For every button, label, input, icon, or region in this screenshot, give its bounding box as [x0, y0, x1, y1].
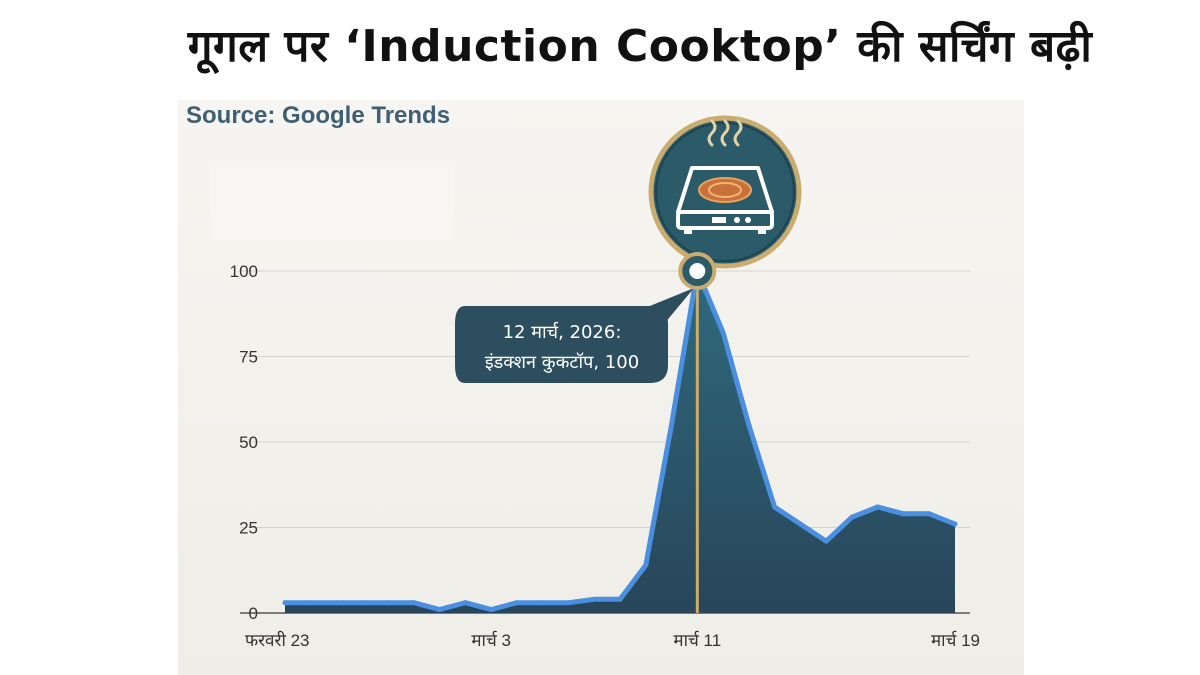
source-label: Source: Google Trends	[186, 102, 451, 129]
data-point	[462, 600, 468, 606]
x-tick-label: मार्च 11	[673, 630, 721, 650]
data-point	[617, 596, 623, 602]
data-point	[952, 521, 958, 527]
y-tick-label: 50	[239, 433, 258, 452]
data-point	[746, 422, 752, 428]
x-tick-label: मार्च 3	[471, 630, 511, 650]
data-point	[926, 511, 932, 517]
data-point	[720, 330, 726, 336]
blank-box	[210, 163, 454, 240]
x-tick-label: मार्च 19	[931, 630, 980, 650]
data-point	[437, 607, 443, 613]
data-point	[514, 600, 520, 606]
x-axis-labels: फरवरी 23 मार्च 3 मार्च 11 मार्च 19	[245, 630, 980, 650]
headline: गूगल पर ‘Induction Cooktop’ की सर्चिंग ब…	[187, 21, 1093, 72]
data-point	[565, 600, 571, 606]
data-point	[849, 514, 855, 520]
callout-tail	[640, 288, 694, 324]
callout-line-1: 12 मार्च, 2026:	[503, 321, 622, 343]
data-point	[488, 607, 494, 613]
y-tick-label: 25	[239, 519, 258, 538]
callout-bubble	[455, 306, 668, 383]
y-axis-labels: 0 25 50 75 100	[230, 262, 258, 623]
data-point	[411, 600, 417, 606]
callout-line-2: इंडक्शन कुकटॉप, 100	[485, 352, 639, 373]
data-point	[282, 600, 288, 606]
data-point	[540, 600, 546, 606]
peak-marker-dot	[689, 263, 706, 279]
data-point	[385, 600, 391, 606]
data-point	[875, 504, 881, 510]
data-point	[772, 504, 778, 510]
x-tick-label: फरवरी 23	[245, 630, 310, 650]
y-tick-label: 0	[249, 604, 258, 623]
data-point	[591, 596, 597, 602]
y-tick-label: 100	[230, 262, 258, 281]
data-point	[797, 521, 803, 527]
data-point	[643, 562, 649, 568]
data-point	[900, 511, 906, 517]
induction-cooktop-icon	[648, 115, 802, 269]
annotation-callout: 12 मार्च, 2026: इंडक्शन कुकटॉप, 100	[455, 288, 694, 383]
data-point	[669, 422, 675, 428]
data-point	[359, 600, 365, 606]
area-fill	[285, 271, 955, 613]
data-point	[334, 600, 340, 606]
y-tick-label: 75	[239, 348, 258, 367]
data-point	[823, 538, 829, 544]
data-point	[308, 600, 314, 606]
